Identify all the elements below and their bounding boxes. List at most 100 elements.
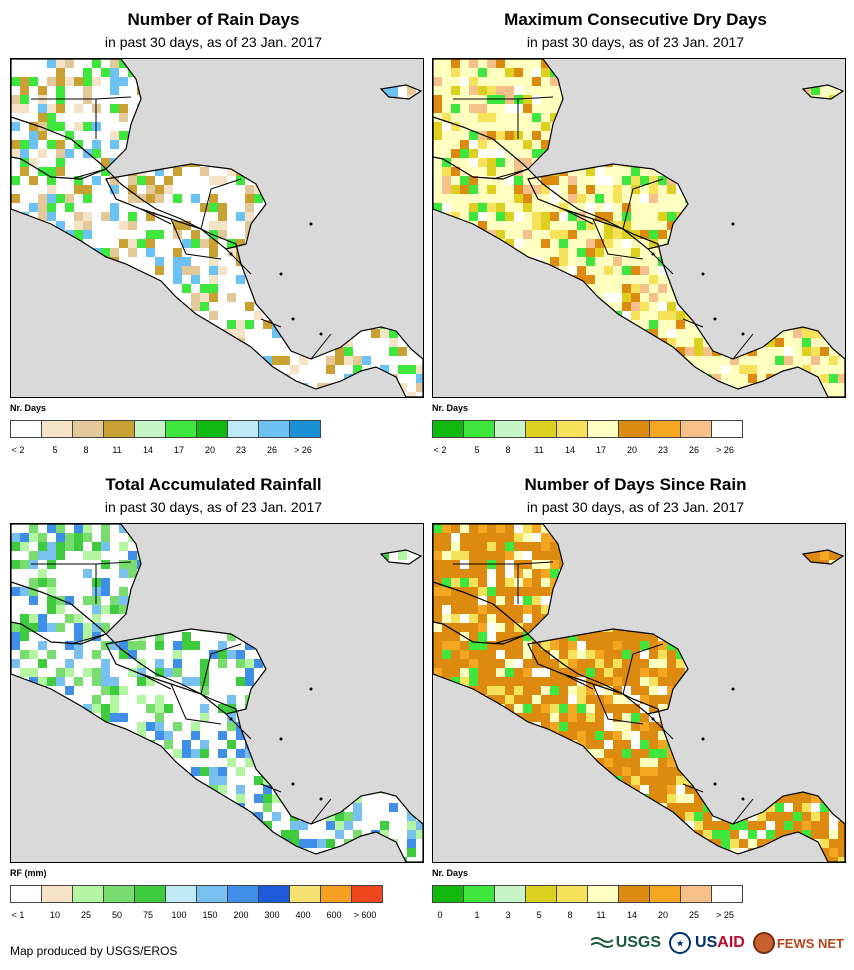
island-dot	[291, 782, 295, 786]
legend-swatch	[258, 420, 290, 438]
legend-swatch	[432, 420, 464, 438]
coastline	[11, 524, 142, 645]
legend-label: 400	[295, 910, 311, 920]
island-dot	[701, 737, 705, 741]
legend-title: RF (mm)	[10, 868, 47, 878]
partner-logos: USGS ★ USAID FEWS NET	[590, 932, 844, 954]
legend-swatches	[432, 885, 743, 903]
legend-swatch	[227, 885, 259, 903]
legend-label: > 600	[353, 910, 377, 920]
legend-swatch	[711, 420, 743, 438]
coastline	[11, 59, 142, 180]
legend-label: 75	[142, 910, 154, 920]
legend-swatch	[227, 420, 259, 438]
map-view[interactable]	[432, 523, 846, 863]
legend-label: 600	[326, 910, 342, 920]
usgs-wave-icon	[590, 937, 613, 948]
coastline	[379, 84, 423, 100]
legend-labels: < 1 10 25 50 75 100 150 200 300 400 600 > 600	[10, 910, 377, 924]
coastline	[11, 581, 423, 862]
legend-swatch	[680, 420, 712, 438]
legend-swatch	[72, 885, 104, 903]
panel-subtitle: in past 30 days, as of 23 Jan. 2017	[104, 499, 323, 515]
legend-labels: 0 1 3 5 8 11 14 20 25 > 25	[432, 910, 772, 924]
legend-swatch	[525, 885, 557, 903]
legend-label: 3	[505, 910, 511, 920]
coastline	[527, 163, 689, 250]
legend-swatch	[587, 885, 619, 903]
island-dot	[741, 332, 745, 336]
legend-label: < 2	[433, 445, 447, 455]
island-dot	[229, 252, 233, 256]
island-dot	[309, 222, 313, 226]
legend-swatch	[41, 420, 73, 438]
land-grid	[11, 524, 423, 862]
legend-swatch	[103, 885, 135, 903]
legend-label: 1	[474, 910, 480, 920]
legend-swatch	[556, 885, 588, 903]
legend-label: 5	[536, 910, 542, 920]
legend-label: 25	[688, 910, 700, 920]
legend-title: Nr. Days	[432, 868, 469, 878]
legend-swatch	[463, 420, 495, 438]
legend-swatch	[680, 885, 712, 903]
island-dot	[319, 797, 323, 801]
legend-label: 14	[626, 910, 638, 920]
coastline	[11, 116, 423, 397]
panel-subtitle: in past 30 days, as of 23 Jan. 2017	[526, 499, 745, 515]
island-dot	[731, 222, 735, 226]
legend-label: 23	[657, 445, 669, 455]
legend-label: 11	[534, 445, 544, 455]
legend-swatch	[320, 885, 352, 903]
legend-swatch	[618, 885, 650, 903]
island-dot	[291, 317, 295, 321]
island-dot	[713, 317, 717, 321]
map-view[interactable]	[10, 523, 424, 863]
legend-label: 20	[657, 910, 669, 920]
legend-label: 23	[235, 445, 247, 455]
map-credit: Map produced by USGS/EROS	[10, 944, 178, 958]
legend-label: 8	[505, 445, 511, 455]
island-dot	[229, 717, 233, 721]
panel-subtitle: in past 30 days, as of 23 Jan. 2017	[526, 34, 745, 50]
legend-label: 10	[49, 910, 61, 920]
legend-swatch	[649, 885, 681, 903]
legend-label: 150	[202, 910, 218, 920]
legend-label: 20	[204, 445, 216, 455]
coastline	[105, 163, 267, 250]
legend-label: 20	[626, 445, 638, 455]
coastline	[105, 628, 267, 715]
legend-swatch	[258, 885, 290, 903]
coastline	[801, 84, 845, 100]
map-view[interactable]	[432, 58, 846, 398]
panel-total-rainfall: Total Accumulated Rainfall in past 30 da…	[0, 465, 427, 935]
legend-swatch	[432, 885, 464, 903]
legend-swatch	[649, 420, 681, 438]
legend-swatch	[10, 885, 42, 903]
coastline	[433, 524, 564, 645]
panel-subtitle: in past 30 days, as of 23 Jan. 2017	[104, 34, 323, 50]
legend-label: 200	[233, 910, 249, 920]
legend-label: 8	[567, 910, 573, 920]
country-borders	[453, 561, 754, 825]
legend-label: 14	[142, 445, 154, 455]
legend-label: 5	[52, 445, 58, 455]
coastline	[433, 59, 564, 180]
coastline	[433, 581, 845, 862]
legend-swatch	[134, 420, 166, 438]
legend-title: Nr. Days	[10, 403, 47, 413]
legend-labels: < 2 5 8 11 14 17 20 23 26 > 26	[432, 445, 772, 459]
legend-swatch	[711, 885, 743, 903]
legend-label: 14	[564, 445, 576, 455]
map-view[interactable]	[10, 58, 424, 398]
panel-max-dry-days: Maximum Consecutive Dry Days in past 30 …	[422, 0, 849, 470]
legend-swatch	[463, 885, 495, 903]
legend-label: 50	[111, 910, 123, 920]
island-dot	[319, 332, 323, 336]
legend-title: Nr. Days	[432, 403, 469, 413]
legend-label: > 26	[716, 445, 734, 455]
island-dot	[713, 782, 717, 786]
island-dot	[701, 272, 705, 276]
legend-swatch	[41, 885, 73, 903]
legend-swatch	[196, 420, 228, 438]
